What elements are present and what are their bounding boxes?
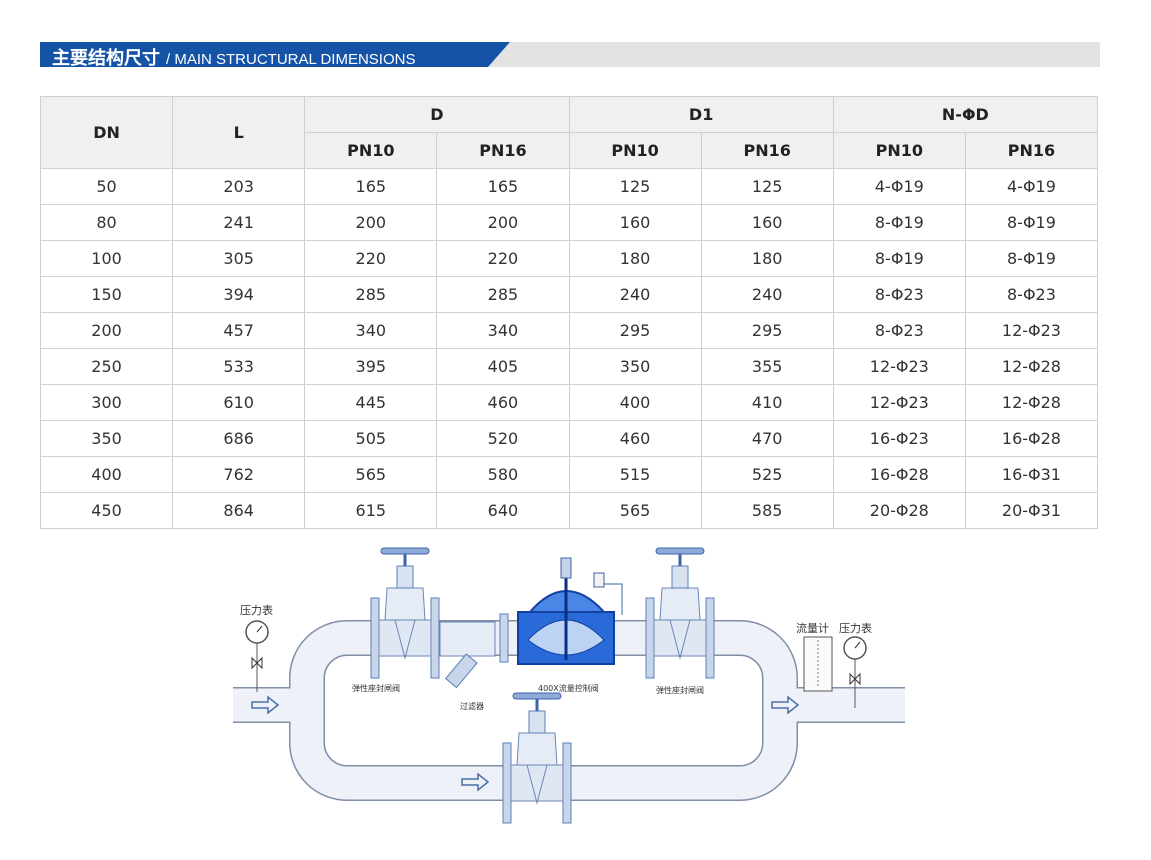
table-cell: 165: [436, 168, 570, 205]
table-cell: 8-Φ19: [832, 204, 966, 241]
control-valve-icon: [499, 557, 623, 665]
table-cell: 180: [568, 240, 702, 277]
table-row: 80 241 200 200 160 160 8-Φ19 8-Φ19: [39, 204, 1099, 241]
table-cell: 340: [436, 312, 570, 349]
table-cell: 200: [436, 204, 570, 241]
table-cell: 240: [700, 276, 834, 313]
table-cell: 4-Φ19: [964, 168, 1099, 205]
header-l: L: [172, 96, 306, 169]
table-cell: 50: [39, 168, 174, 205]
table-cell: 350: [39, 420, 174, 457]
table-cell: 8-Φ23: [964, 276, 1099, 313]
table-cell: 686: [172, 420, 306, 457]
table-cell: 295: [568, 312, 702, 349]
table-cell: 220: [304, 240, 438, 277]
table-cell: 580: [436, 456, 570, 493]
table-row: 150 394 285 285 240 240 8-Φ23 8-Φ23: [39, 276, 1099, 313]
table-cell: 762: [172, 456, 306, 493]
table-cell: 12-Φ28: [964, 384, 1099, 421]
header-d-pn16: PN16: [436, 132, 570, 169]
section-banner: 主要结构尺寸 / MAIN STRUCTURAL DIMENSIONS: [40, 42, 1100, 69]
table-row: 200 457 340 340 295 295 8-Φ23 12-Φ23: [39, 312, 1099, 349]
table-cell: 450: [39, 492, 174, 529]
header-nd: N-ΦD: [832, 96, 1099, 133]
table-cell: 8-Φ19: [832, 240, 966, 277]
dimensions-table: DN L D D1 N-ΦD PN10 PN16 PN10 PN16 PN10 …: [39, 96, 1099, 529]
header-d: D: [304, 96, 570, 133]
table-cell: 640: [436, 492, 570, 529]
table-cell: 565: [304, 456, 438, 493]
table-cell: 457: [172, 312, 306, 349]
table-cell: 12-Φ23: [964, 312, 1099, 349]
table-cell: 12-Φ23: [832, 384, 966, 421]
table-row: 450 864 615 640 565 585 20-Φ28 20-Φ31: [39, 492, 1099, 529]
header-dn: DN: [39, 96, 174, 169]
table-cell: 410: [700, 384, 834, 421]
banner-title-en: / MAIN STRUCTURAL DIMENSIONS: [166, 51, 416, 68]
label-gate-valve-right: 弹性座封闸阀: [656, 685, 704, 695]
banner-blue-block: [40, 42, 510, 67]
table-cell: 285: [304, 276, 438, 313]
table-cell: 460: [568, 420, 702, 457]
table-cell: 150: [39, 276, 174, 313]
label-flow-meter: 流量计: [796, 621, 829, 635]
table-row: 250 533 395 405 350 355 12-Φ23 12-Φ28: [39, 348, 1099, 385]
table-cell: 100: [39, 240, 174, 277]
table-cell: 400: [39, 456, 174, 493]
table-row: 350 686 505 520 460 470 16-Φ23 16-Φ28: [39, 420, 1099, 457]
table-cell: 864: [172, 492, 306, 529]
table-cell: 203: [172, 168, 306, 205]
label-gate-valve-left: 弹性座封闸阀: [352, 683, 400, 693]
table-cell: 515: [568, 456, 702, 493]
strainer-icon: [439, 621, 496, 689]
table-cell: 80: [39, 204, 174, 241]
table-cell: 240: [568, 276, 702, 313]
table-cell: 565: [568, 492, 702, 529]
banner-title-cn: 主要结构尺寸: [52, 48, 160, 69]
label-pressure-gauge-right: 压力表: [839, 621, 872, 635]
table-cell: 615: [304, 492, 438, 529]
table-cell: 180: [700, 240, 834, 277]
header-nd-pn10: PN10: [832, 132, 966, 169]
table-cell: 12-Φ28: [964, 348, 1099, 385]
table-cell: 355: [700, 348, 834, 385]
table-cell: 295: [700, 312, 834, 349]
gate-valve-left-icon: [369, 546, 441, 680]
label-strainer: 过滤器: [460, 701, 484, 711]
gate-valve-bypass-icon: [501, 691, 573, 825]
table-cell: 160: [568, 204, 702, 241]
table-cell: 394: [172, 276, 306, 313]
table-cell: 200: [304, 204, 438, 241]
label-pressure-gauge-left: 压力表: [240, 603, 273, 617]
table-cell: 533: [172, 348, 306, 385]
table-cell: 445: [304, 384, 438, 421]
header-d-pn10: PN10: [304, 132, 438, 169]
gate-valve-right-icon: [644, 546, 716, 680]
table-cell: 610: [172, 384, 306, 421]
table-cell: 305: [172, 240, 306, 277]
pressure-gauge-left-icon: [245, 620, 269, 693]
table-cell: 585: [700, 492, 834, 529]
label-control-valve: 400X流量控制阀: [538, 683, 599, 693]
header-nd-pn16: PN16: [964, 132, 1099, 169]
table-cell: 16-Φ23: [832, 420, 966, 457]
table-cell: 16-Φ28: [832, 456, 966, 493]
flow-meter-icon: [803, 636, 833, 692]
table-cell: 20-Φ31: [964, 492, 1099, 529]
table-cell: 16-Φ28: [964, 420, 1099, 457]
table-cell: 400: [568, 384, 702, 421]
table-cell: 300: [39, 384, 174, 421]
table-cell: 8-Φ19: [964, 204, 1099, 241]
table-cell: 250: [39, 348, 174, 385]
